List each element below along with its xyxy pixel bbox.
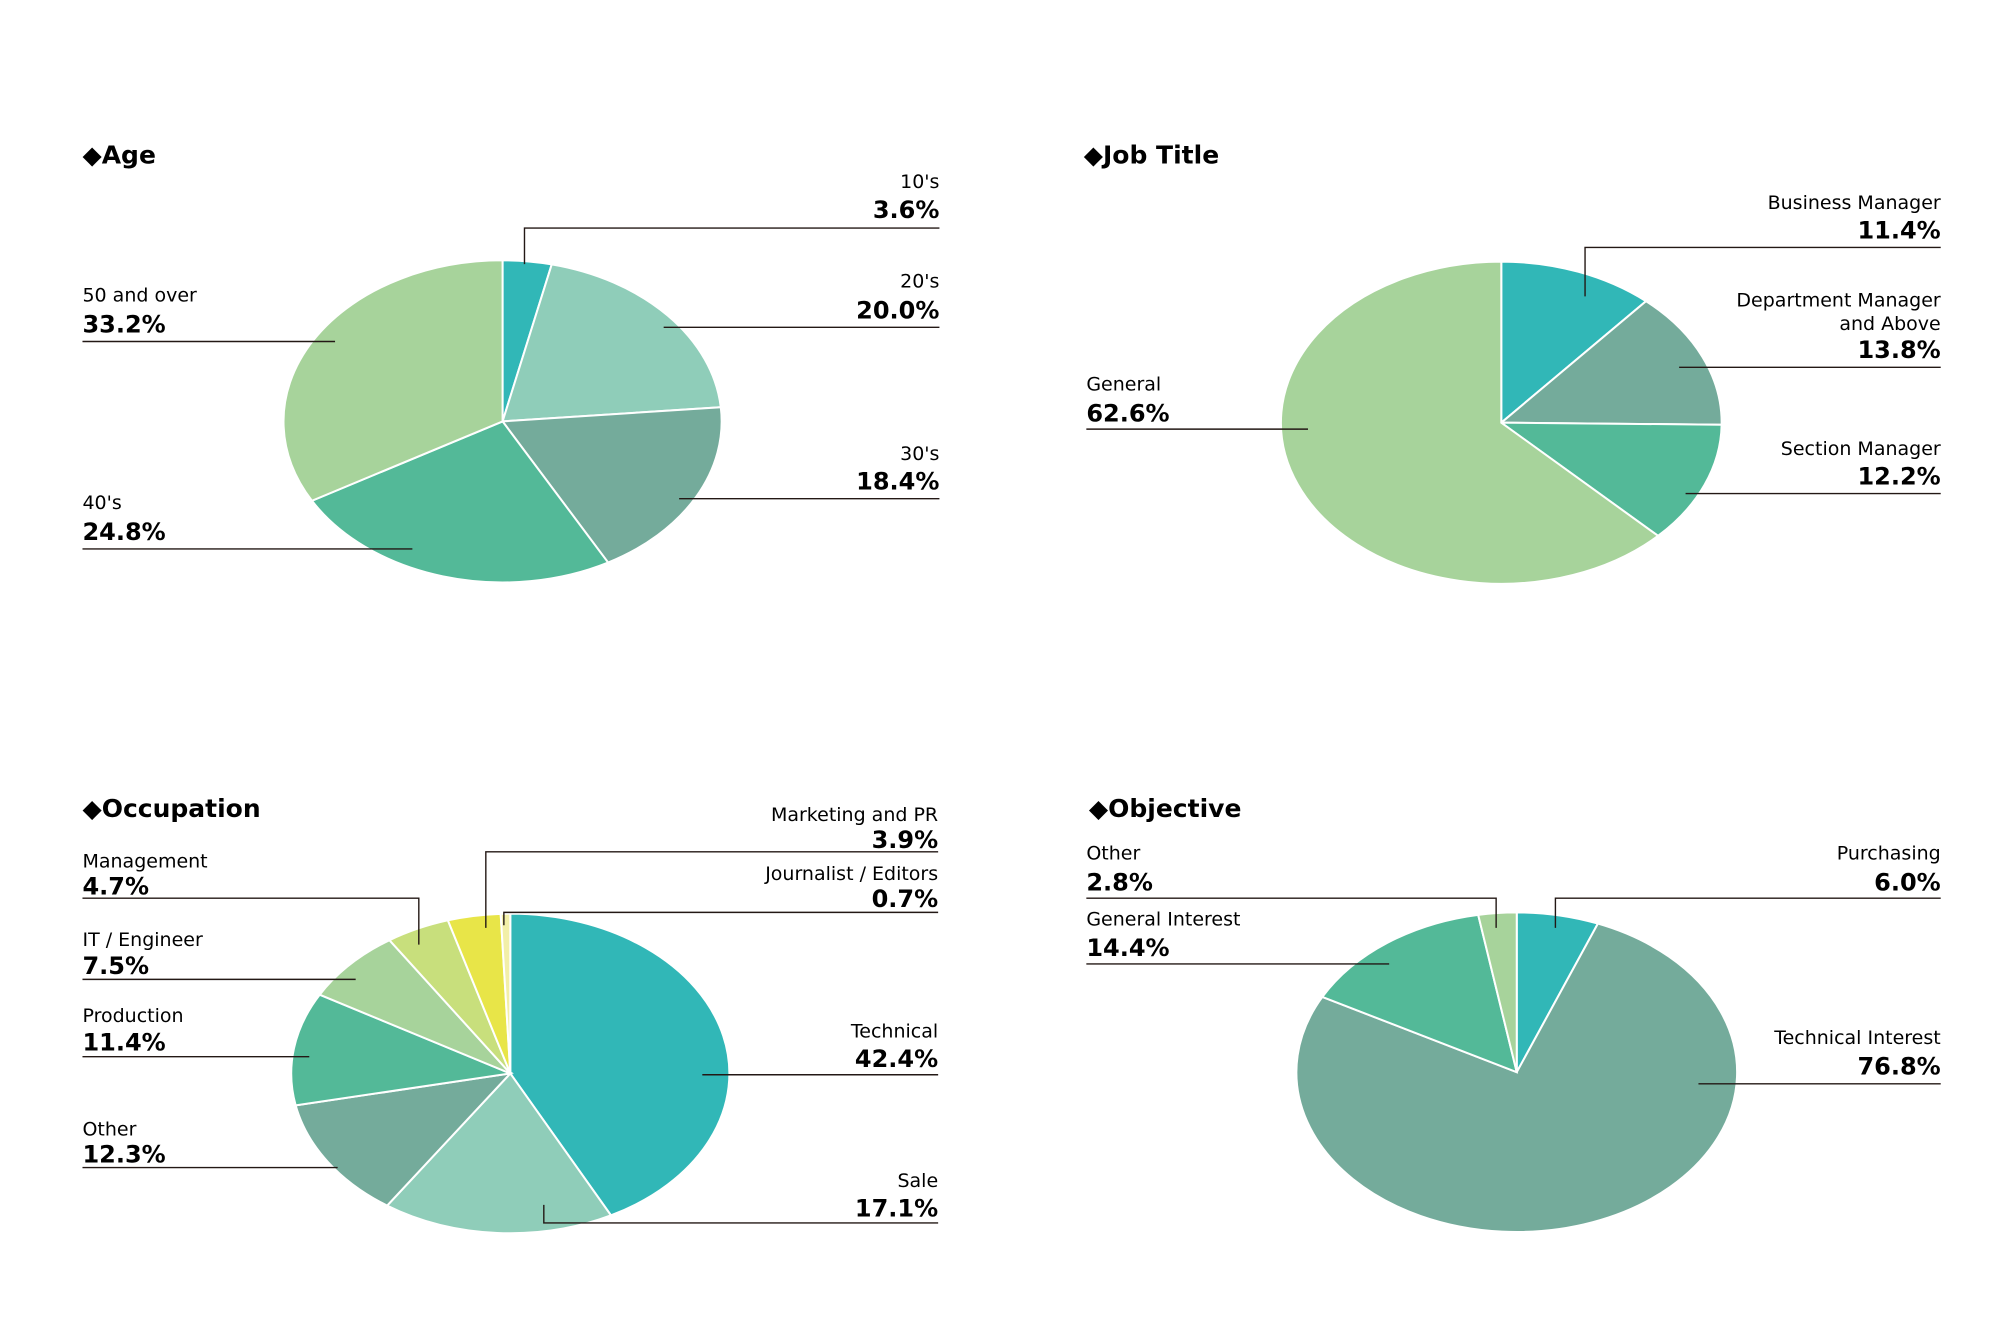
chart-title: ◆Age [82,141,155,170]
slice-name-text: 30's [900,443,939,465]
slice-percent-text: 76.8% [1857,1053,1940,1081]
slice-label-20-s: 20's 20.0% [663,270,940,329]
slice-name-text: and Above [1839,313,1940,335]
pie-chart-age: ◆Age 10's 3.6% 20's 20.0% 30's 18.4% 40's 24.8% 5… [82,141,940,584]
pie-slice-production [290,993,515,1107]
slice-name-text: Journalist / Editors [764,863,938,885]
slice-name-text: IT / Engineer [82,929,202,951]
slice-name-text: Management [82,850,207,872]
slice-label-30-s: 30's 18.4% [679,443,940,500]
slice-name-text: 20's [900,270,939,292]
slice-label-technical-interest: Technical Interest 76.8% [1698,1027,1941,1085]
pie-chart-occupation: ◆OccupationTechnical42.4%Sale17.1%Other1… [82,794,939,1235]
chart-title: ◆Objective [1089,794,1242,823]
slice-percent-text: 0.7% [872,885,939,913]
chart-title: ◆Job Title [1084,141,1219,170]
slice-label-40-s: 40's 24.8% [82,492,413,550]
slice-percent-text: 62.6% [1086,399,1169,427]
slice-percent-text: 14.4% [1086,934,1169,962]
slice-label-10-s: 10's 3.6% [523,171,940,265]
slice-percent-text: 33.2% [82,310,165,338]
slice-name-text: General Interest [1086,908,1240,930]
slice-name-text: Sale [897,1170,938,1192]
pie-slice-technical-interest [1295,922,1739,1233]
slice-percent-text: 7.5% [82,952,149,980]
slice-name-text: Section Manager [1781,438,1941,460]
pie-slice-general [1279,260,1660,585]
slice-label-technical: Technical 42.4% [702,1020,938,1076]
slice-name-text: 40's [82,492,121,514]
slice-percent-text: 24.8% [82,518,165,546]
leader-line [485,851,939,928]
leader-line [523,227,940,265]
slice-name-text: Production [82,1005,183,1027]
slice-name-text: Business Manager [1768,192,1941,214]
slice-label-general: General 62.6% [1086,373,1308,430]
slice-label-other: Other 2.8% [1086,843,1497,928]
slice-name-text: 10's [900,171,939,193]
slice-name-text: Other [1086,843,1140,865]
slice-label-purchasing: Purchasing 6.0% [1554,843,1941,928]
slice-label-50-and-over: 50 and over 33.2% [82,285,336,343]
slice-name-text: Other [82,1118,136,1140]
pie-slice-50-and-over [282,259,504,502]
pie-chart-objective: ◆Objective Purchasing 6.0% Technical Intere… [1086,794,1941,1233]
slice-label-general-interest: General Interest 14.4% [1086,908,1390,965]
slice-percent-text: 42.4% [855,1045,938,1073]
slice-percent-text: 18.4% [856,468,939,496]
chart-title: ◆Occupation [82,794,260,823]
leader-line [1584,246,1941,297]
slice-percent-text: 11.4% [1857,216,1940,244]
pie-slice-20-s [501,263,722,423]
pie-slice-general-interest [1320,913,1519,1074]
pie-slice-30-s [500,406,723,564]
pie-slice-40-s [310,420,610,584]
leader-line [543,1204,939,1224]
slice-percent-text: 11.4% [82,1028,165,1056]
slice-percent-text: 17.1% [855,1194,938,1222]
pie-slice-other [294,1072,513,1207]
slice-percent-text: 13.8% [1857,336,1940,364]
pie-slice-it-engineer [318,938,512,1075]
pie-slice-department-manager-and-above [1498,299,1723,426]
slice-percent-text: 2.8% [1086,868,1153,896]
pie-slice-section-manager [1498,421,1723,538]
slice-percent-text: 4.7% [82,872,149,900]
slice-percent-text: 6.0% [1874,868,1941,896]
slice-name-text: Marketing and PR [771,804,938,826]
slice-label-marketing-and-pr: Marketing and PR3.9% [485,804,939,928]
slice-name-text: Purchasing [1837,843,1941,865]
pie-slice-other [1476,911,1518,1073]
leader-line [503,911,939,926]
slice-percent-text: 3.6% [873,196,940,224]
slice-percent-text: 3.9% [872,826,939,854]
pie-slice-technical [509,912,731,1217]
pie-slice-journalist-editors [499,912,512,1074]
slice-name-text: Technical [850,1020,938,1042]
slice-name-text: 50 and over [82,285,197,307]
slice-label-section-manager: Section Manager 12.2% [1685,438,1941,495]
leader-line [1086,897,1497,928]
slice-name-text: General [1086,373,1161,395]
leader-line [1554,897,1941,928]
slice-percent-text: 12.3% [82,1140,165,1168]
slice-name-text: Department Manager [1736,290,1940,312]
slice-percent-text: 12.2% [1857,463,1940,491]
slice-name-text: Technical Interest [1773,1027,1941,1049]
pie-slice-business-manager [1500,260,1648,425]
leader-line [82,897,420,945]
slice-percent-text: 20.0% [856,296,939,324]
